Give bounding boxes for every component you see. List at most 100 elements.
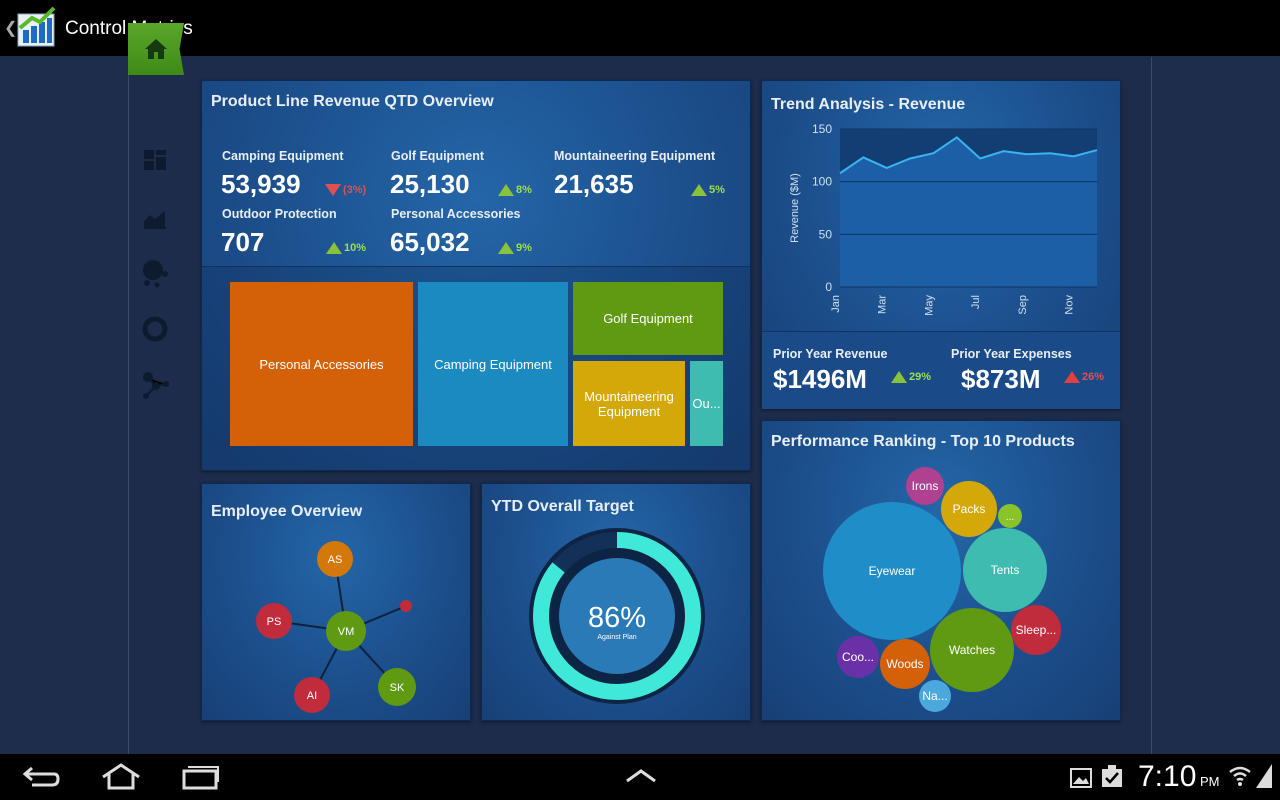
trend-up-icon (498, 242, 514, 254)
sidebar-item-trends[interactable] (140, 203, 170, 233)
bubble-sleep[interactable]: Sleep... (1011, 605, 1061, 655)
trend-up-icon (326, 242, 342, 254)
prior-expenses-delta: 26% (1064, 371, 1104, 383)
sidebar-item-target[interactable] (140, 314, 170, 344)
bubble-tents[interactable]: Tents (963, 528, 1047, 612)
back-chevron-icon[interactable]: ❮ (4, 20, 18, 37)
prior-revenue-value: $1496M (773, 364, 867, 394)
kpi-delta: (3%) (325, 184, 366, 196)
treemap-tile[interactable]: Ou... (690, 361, 723, 446)
action-bar: ❮ Control Metrics (0, 0, 1280, 56)
treemap-tile[interactable]: Personal Accessories (230, 282, 413, 446)
node-sk[interactable]: SK (378, 668, 416, 706)
node-ps[interactable]: PS (256, 603, 292, 639)
recent-apps-icon[interactable] (180, 764, 220, 790)
kpi-value: 53,939 (221, 169, 301, 199)
node-unlabeled[interactable] (400, 600, 412, 612)
x-tick-label: May (923, 295, 935, 316)
svg-text:Tents: Tents (991, 563, 1020, 577)
employee-panel: Employee Overview AS PS VM AI SK (201, 483, 471, 721)
svg-text:Na...: Na... (922, 689, 947, 703)
status-clock: 7:10 (1138, 760, 1197, 793)
bubble-woods[interactable]: Woods (880, 639, 930, 689)
kpi-delta: 10% (326, 242, 366, 254)
x-tick-label: Jan (830, 295, 842, 313)
gauge-progress (533, 532, 701, 700)
node-as[interactable]: AS (317, 541, 353, 577)
clipboard-check-icon (1102, 765, 1122, 787)
bubble-eyewear[interactable]: Eyewear (823, 502, 961, 640)
svg-text:Eyewear: Eyewear (869, 564, 916, 578)
prior-revenue-label: Prior Year Revenue (773, 347, 888, 361)
bubble-coo[interactable]: Coo... (837, 636, 879, 678)
prior-expenses-value: $873M (961, 364, 1041, 394)
svg-text:AI: AI (307, 690, 317, 702)
y-tick-label: 50 (819, 227, 833, 241)
gauge-value: 86% (588, 602, 646, 634)
system-nav-bar (0, 754, 1280, 800)
svg-text:AS: AS (328, 554, 343, 566)
kpi-label: Outdoor Protection (222, 207, 337, 221)
node-vm[interactable]: VM (326, 611, 366, 651)
ytd-gauge: 86% Against Plan (529, 528, 705, 704)
bubble-watches[interactable]: Watches (930, 608, 1014, 692)
svg-text:VM: VM (338, 626, 355, 638)
bubble-small[interactable]: ... (998, 504, 1022, 528)
chevron-up-icon[interactable] (624, 768, 658, 784)
prior-expenses-label: Prior Year Expenses (951, 347, 1072, 361)
treemap-tile[interactable]: Camping Equipment (418, 282, 568, 446)
ranking-panel: Performance Ranking - Top 10 Products Ey… (761, 420, 1121, 721)
x-tick-label: Jul (970, 295, 982, 309)
series-line (839, 136, 1098, 175)
sidebar-item-bubbles[interactable] (140, 258, 170, 288)
gallery-icon (1070, 768, 1092, 788)
treemap-tile[interactable]: Mountaineering Equipment (573, 361, 685, 446)
kpi-delta: 5% (691, 184, 725, 196)
sidebar-item-home[interactable] (128, 23, 184, 75)
x-tick-label: Mar (877, 295, 889, 314)
y-axis-label: Revenue ($M) (789, 173, 801, 243)
back-icon[interactable] (22, 764, 60, 790)
svg-text:Coo...: Coo... (842, 650, 874, 664)
trend-panel: Trend Analysis - Revenue 0 50 100 150 Jan Mar… (761, 80, 1121, 409)
gauge-caption: Against Plan (597, 634, 636, 641)
svg-text:Irons: Irons (912, 479, 939, 493)
product-revenue-panel: Product Line Revenue QTD Overview Campin… (201, 80, 751, 471)
svg-text:Packs: Packs (953, 502, 986, 516)
bubble-na[interactable]: Na... (919, 680, 951, 712)
dashboard-grid-icon (144, 150, 166, 170)
trend-up-red-icon (1064, 371, 1080, 383)
trend-down-icon (325, 184, 341, 196)
y-tick-label: 150 (812, 122, 832, 136)
kpi-value: 707 (221, 227, 265, 257)
svg-text:PS: PS (267, 616, 282, 628)
app-logo-icon[interactable] (14, 4, 60, 50)
kpi-label: Camping Equipment (222, 149, 344, 163)
node-ai[interactable]: AI (294, 677, 330, 713)
kpi-label: Mountaineering Equipment (554, 149, 716, 163)
svg-text:Watches: Watches (949, 643, 995, 657)
bubble-packs[interactable]: Packs (941, 481, 997, 537)
gauge-center (559, 558, 675, 674)
panel-title: YTD Overall Target (491, 498, 634, 515)
prior-revenue-delta: 29% (891, 371, 931, 383)
kpi-delta: 9% (498, 242, 532, 254)
bubble-irons[interactable]: Irons (906, 467, 944, 505)
panel-title: Product Line Revenue QTD Overview (211, 93, 494, 110)
kpi-label: Personal Accessories (391, 207, 521, 221)
trend-up-icon (891, 371, 907, 383)
kpi-label: Golf Equipment (391, 149, 485, 163)
kpi-delta: 8% (498, 184, 532, 196)
wifi-icon (1229, 766, 1251, 786)
series-area (840, 137, 1097, 287)
panel-title: Performance Ranking - Top 10 Products (771, 433, 1075, 450)
home-nav-icon[interactable] (100, 762, 142, 790)
sidebar-item-network[interactable] (140, 370, 170, 400)
kpi-value: 25,130 (390, 169, 470, 199)
treemap-tile[interactable]: Golf Equipment (573, 282, 723, 355)
svg-text:...: ... (1006, 512, 1014, 523)
trend-up-icon (498, 184, 514, 196)
svg-text:Woods: Woods (886, 657, 923, 671)
sidebar-item-dashboard[interactable] (140, 145, 170, 175)
svg-text:SK: SK (390, 682, 405, 694)
